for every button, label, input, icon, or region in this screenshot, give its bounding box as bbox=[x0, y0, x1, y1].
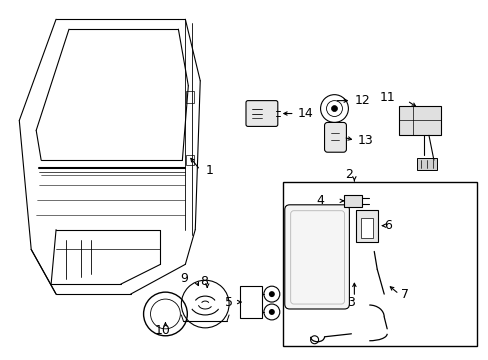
FancyBboxPatch shape bbox=[324, 122, 346, 152]
Text: 10: 10 bbox=[154, 324, 170, 337]
Text: 8: 8 bbox=[200, 275, 208, 288]
Text: 7: 7 bbox=[400, 288, 408, 301]
Text: 13: 13 bbox=[357, 134, 372, 147]
Text: 4: 4 bbox=[316, 194, 324, 207]
Text: 11: 11 bbox=[379, 91, 394, 104]
Bar bbox=[361, 218, 372, 238]
Text: 6: 6 bbox=[384, 219, 391, 232]
Circle shape bbox=[268, 291, 274, 297]
Bar bbox=[186, 155, 194, 165]
FancyBboxPatch shape bbox=[245, 100, 277, 126]
Bar bbox=[282, 182, 476, 346]
Bar bbox=[186, 91, 194, 103]
Bar bbox=[344, 195, 362, 207]
Circle shape bbox=[268, 309, 274, 315]
Text: 2: 2 bbox=[345, 167, 353, 181]
FancyBboxPatch shape bbox=[284, 205, 349, 309]
Bar bbox=[240, 286, 262, 318]
Text: 3: 3 bbox=[347, 296, 355, 309]
Bar bbox=[398, 105, 440, 135]
Text: 9: 9 bbox=[180, 272, 188, 285]
Text: 1: 1 bbox=[205, 163, 213, 176]
Text: 12: 12 bbox=[354, 94, 369, 107]
Text: 14: 14 bbox=[297, 107, 313, 120]
Circle shape bbox=[331, 105, 337, 112]
Polygon shape bbox=[416, 158, 436, 170]
Bar bbox=[356, 210, 377, 242]
Text: 5: 5 bbox=[224, 296, 233, 309]
